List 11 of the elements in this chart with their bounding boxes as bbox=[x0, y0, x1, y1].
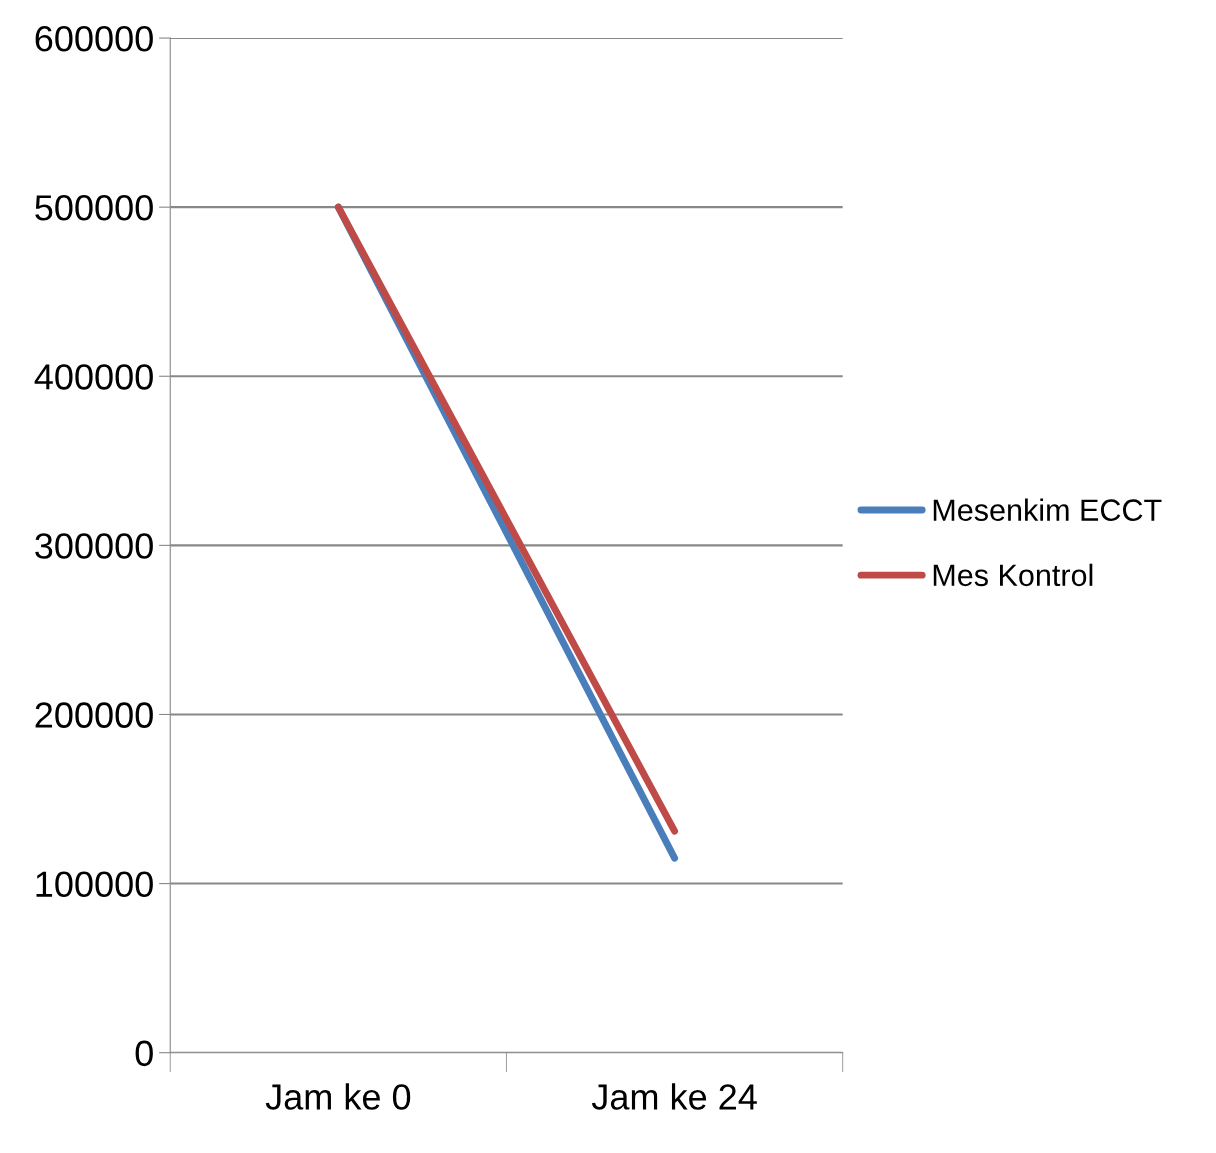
y-tick-label: 300000 bbox=[35, 533, 153, 559]
legend-label: Mes Kontrol bbox=[933, 563, 1093, 587]
y-tick-label: 600000 bbox=[35, 25, 153, 52]
y-tick-label: 200000 bbox=[35, 702, 153, 728]
legend-label: Mesenkim ECCT bbox=[933, 498, 1162, 521]
y-tick-label: 0 bbox=[135, 1040, 153, 1067]
y-tick-label: 400000 bbox=[34, 364, 153, 390]
x-tick-label: Jam ke 24 bbox=[591, 1083, 757, 1110]
x-tick-label: Jam ke 0 bbox=[265, 1083, 411, 1110]
y-tick-label: 500000 bbox=[35, 195, 153, 221]
y-tick-label: 100000 bbox=[36, 871, 153, 898]
